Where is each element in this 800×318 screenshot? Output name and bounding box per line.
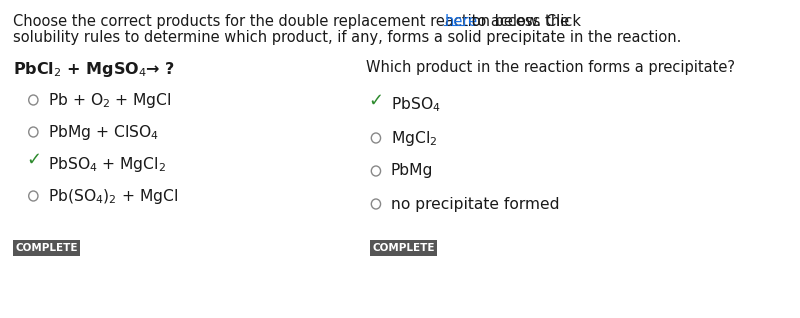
Text: PbSO$_4$: PbSO$_4$: [390, 96, 441, 114]
Text: PbMg + ClSO$_4$: PbMg + ClSO$_4$: [48, 122, 159, 142]
Text: here: here: [444, 14, 478, 29]
Text: solubility rules to determine which product, if any, forms a solid precipitate i: solubility rules to determine which prod…: [13, 30, 682, 45]
Text: PbSO$_4$ + MgCl$_2$: PbSO$_4$ + MgCl$_2$: [48, 155, 166, 174]
Text: COMPLETE: COMPLETE: [373, 243, 435, 253]
Text: ✓: ✓: [369, 92, 384, 110]
FancyBboxPatch shape: [370, 240, 437, 256]
Text: COMPLETE: COMPLETE: [15, 243, 78, 253]
Text: PbCl$_2$ + MgSO$_4$→ ?: PbCl$_2$ + MgSO$_4$→ ?: [13, 60, 175, 79]
Text: Pb(SO$_4$)$_2$ + MgCl: Pb(SO$_4$)$_2$ + MgCl: [48, 186, 178, 205]
Text: Which product in the reaction forms a precipitate?: Which product in the reaction forms a pr…: [366, 60, 734, 75]
Text: PbMg: PbMg: [390, 163, 433, 178]
Text: MgCl$_2$: MgCl$_2$: [390, 128, 437, 148]
Text: to access the: to access the: [466, 14, 569, 29]
FancyBboxPatch shape: [13, 240, 80, 256]
Text: Pb + O$_2$ + MgCl: Pb + O$_2$ + MgCl: [48, 91, 172, 109]
Text: no precipitate formed: no precipitate formed: [390, 197, 559, 211]
Text: ✓: ✓: [26, 151, 41, 169]
Text: Choose the correct products for the double replacement reaction below. Click: Choose the correct products for the doub…: [13, 14, 586, 29]
